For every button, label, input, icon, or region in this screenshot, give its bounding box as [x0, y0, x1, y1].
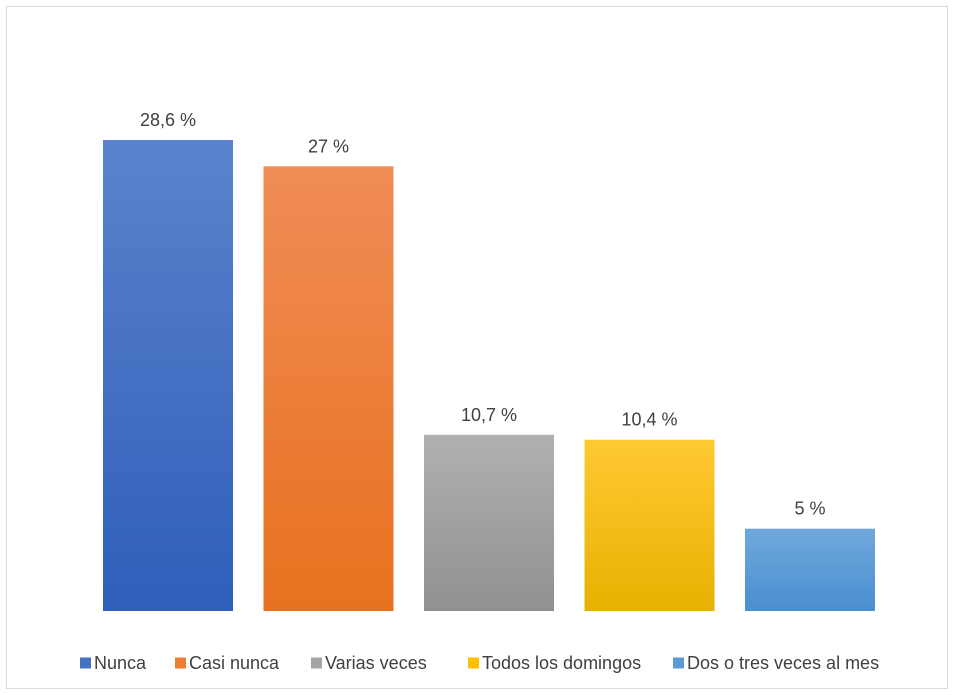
bar-5 — [745, 528, 875, 611]
legend-label-2: Casi nunca — [189, 653, 280, 673]
legend-swatch-4 — [468, 657, 479, 669]
legend-label-4: Todos los domingos — [482, 653, 641, 673]
data-label-4: 10,4 % — [621, 410, 677, 430]
bars-layer — [103, 140, 875, 612]
data-labels-layer: 28,6 % 27 % 10,7 % 10,4 % 5 % — [140, 110, 826, 519]
bar-1 — [103, 140, 233, 611]
data-label-5: 5 % — [794, 499, 825, 519]
legend-swatch-2 — [175, 657, 186, 669]
legend-item-3: Varias veces — [311, 653, 427, 673]
legend-swatch-5 — [673, 657, 684, 669]
data-label-1: 28,6 % — [140, 110, 196, 130]
data-label-2: 27 % — [308, 136, 349, 156]
legend-swatch-1 — [80, 657, 91, 669]
bar-3 — [424, 434, 554, 611]
legend-item-1: Nunca — [80, 653, 147, 673]
legend: Nunca Casi nunca Varias veces Todos los dom… — [80, 653, 879, 673]
legend-item-2: Casi nunca — [175, 653, 280, 673]
legend-swatch-3 — [311, 657, 322, 669]
legend-item-4: Todos los domingos — [468, 653, 641, 673]
data-label-3: 10,7 % — [461, 405, 517, 425]
legend-label-5: Dos o tres veces al mes — [687, 653, 879, 673]
legend-label-1: Nunca — [94, 653, 147, 673]
legend-label-3: Varias veces — [325, 653, 427, 673]
bar-4 — [584, 439, 715, 611]
legend-item-5: Dos o tres veces al mes — [673, 653, 879, 673]
bar-2 — [263, 166, 394, 612]
